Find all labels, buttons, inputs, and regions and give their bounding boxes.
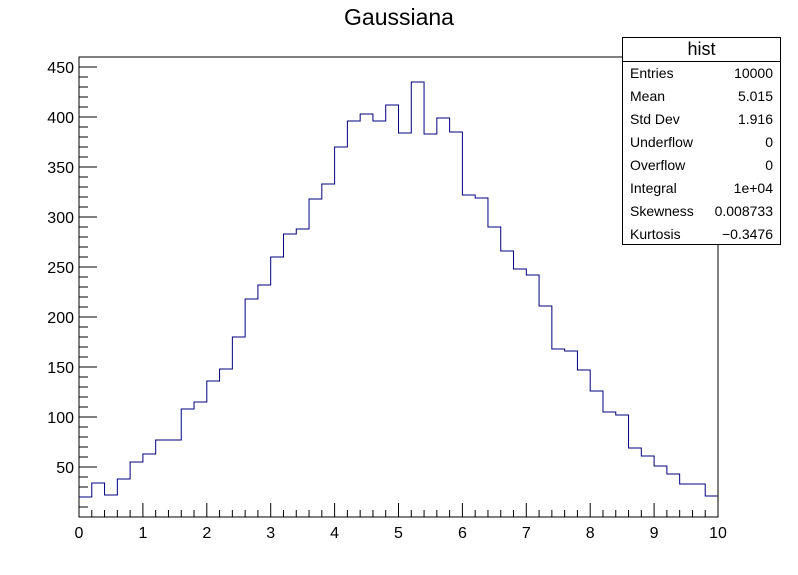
x-tick-label: 7 [522,525,531,542]
stats-label: Overflow [630,157,686,173]
histogram-line [79,81,718,498]
stats-row-kurtosis: Kurtosis −0.3476 [623,223,780,246]
stats-row-underflow: Underflow 0 [623,131,780,154]
x-tick-label: 2 [202,525,211,542]
stats-label: Std Dev [630,111,680,127]
y-tick-label: 250 [47,260,74,277]
x-tick-label: 9 [650,525,659,542]
stats-row-entries: Entries 10000 [623,62,780,85]
y-tick-label: 450 [47,60,74,77]
y-tick-label: 400 [47,110,74,127]
stats-value: 0 [765,157,773,173]
y-tick-label: 150 [47,360,74,377]
stats-label: Underflow [630,134,694,150]
y-tick-label: 300 [47,210,74,227]
chart-title: Gaussiana [344,4,454,30]
x-tick-label: 3 [266,525,275,542]
stats-value: 0 [765,134,773,150]
stats-label: Entries [630,65,674,81]
stats-row-mean: Mean 5.015 [623,85,780,108]
x-tick-label: 5 [394,525,403,542]
stats-label: Kurtosis [630,226,681,242]
stats-row-skewness: Skewness 0.008733 [623,200,780,223]
y-tick-label: 100 [47,410,74,427]
x-tick-label: 0 [75,525,84,542]
stats-value: 10000 [734,65,773,81]
x-tick-label: 10 [709,525,727,542]
y-tick-label: 50 [56,460,74,477]
stats-value: 1e+04 [733,180,773,196]
stats-label: Integral [630,180,677,196]
stats-label: Skewness [630,203,694,219]
stats-value: 5.015 [737,88,773,104]
stats-label: Mean [630,88,666,104]
x-tick-label: 4 [330,525,339,542]
y-tick-label: 200 [47,310,74,327]
y-axis: 50 100 150 200 250 300 350 400 450 [47,60,97,508]
stats-title: hist [623,38,780,62]
stats-value: −0.3476 [722,226,773,242]
stats-row-integral: Integral 1e+04 [623,177,780,200]
stats-row-std-dev: Std Dev 1.916 [623,108,780,131]
y-tick-label: 350 [47,160,74,177]
x-tick-label: 1 [138,525,147,542]
stats-value: 1.916 [737,111,773,127]
stats-row-overflow: Overflow 0 [623,154,780,177]
stats-box: hist Entries 10000 Mean 5.015 Std Dev 1.… [622,37,781,245]
x-axis: 0 1 2 3 4 5 6 7 8 9 10 [75,503,727,542]
x-tick-label: 8 [586,525,595,542]
stats-value: 0.008733 [714,203,773,219]
x-tick-label: 6 [458,525,467,542]
